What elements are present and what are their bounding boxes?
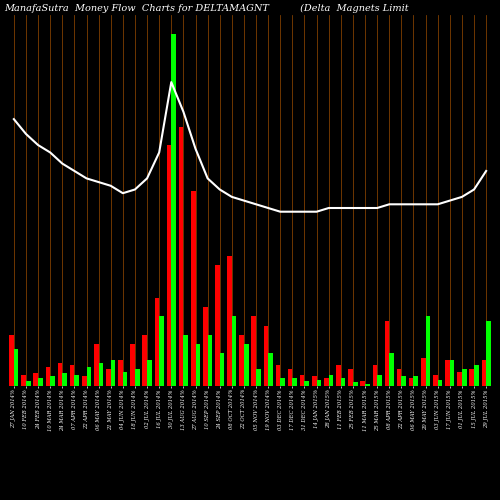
Bar [14, 348, 18, 386]
Bar [252, 316, 256, 386]
Bar [227, 256, 232, 386]
Bar [62, 373, 67, 386]
Bar [450, 360, 454, 386]
Bar [280, 378, 285, 386]
Bar [316, 380, 321, 386]
Bar [34, 373, 38, 386]
Bar [462, 369, 466, 386]
Bar [426, 316, 430, 386]
Bar [191, 192, 196, 386]
Bar [414, 376, 418, 386]
Bar [98, 362, 103, 386]
Bar [244, 344, 248, 386]
Bar [220, 354, 224, 386]
Bar [86, 367, 91, 386]
Bar [300, 374, 304, 386]
Bar [304, 381, 309, 386]
Bar [179, 126, 184, 386]
Bar [341, 378, 345, 386]
Bar [70, 366, 74, 386]
Bar [421, 358, 426, 386]
Bar [402, 376, 406, 386]
Bar [147, 360, 152, 386]
Bar [10, 335, 14, 386]
Bar [445, 360, 450, 386]
Bar [184, 335, 188, 386]
Bar [474, 366, 478, 386]
Bar [292, 378, 297, 386]
Bar [74, 374, 79, 386]
Bar [328, 374, 334, 386]
Bar [82, 376, 86, 386]
Bar [159, 316, 164, 386]
Bar [118, 360, 123, 386]
Bar [312, 376, 316, 386]
Bar [256, 369, 260, 386]
Bar [433, 374, 438, 386]
Bar [130, 344, 135, 386]
Bar [348, 369, 353, 386]
Bar [110, 360, 116, 386]
Bar [196, 344, 200, 386]
Bar [215, 266, 220, 386]
Bar [38, 378, 42, 386]
Bar [276, 366, 280, 386]
Bar [22, 374, 26, 386]
Bar [409, 378, 414, 386]
Bar [208, 335, 212, 386]
Bar [458, 372, 462, 386]
Bar [384, 321, 390, 386]
Bar [324, 378, 328, 386]
Text: ManafaSutra  Money Flow  Charts for DELTAMAGNT          (Delta  Magnets Limit: ManafaSutra Money Flow Charts for DELTAM… [4, 4, 409, 14]
Bar [390, 354, 394, 386]
Bar [50, 376, 55, 386]
Bar [166, 145, 172, 386]
Bar [264, 326, 268, 386]
Bar [123, 372, 128, 386]
Bar [94, 344, 98, 386]
Bar [438, 380, 442, 386]
Bar [365, 384, 370, 386]
Bar [470, 369, 474, 386]
Bar [142, 335, 147, 386]
Bar [203, 307, 207, 386]
Bar [268, 354, 273, 386]
Bar [360, 381, 365, 386]
Bar [135, 369, 140, 386]
Bar [58, 362, 62, 386]
Bar [336, 366, 341, 386]
Bar [353, 382, 358, 386]
Bar [26, 381, 30, 386]
Bar [372, 366, 377, 386]
Bar [486, 321, 490, 386]
Bar [154, 298, 159, 386]
Bar [288, 369, 292, 386]
Bar [232, 316, 236, 386]
Bar [46, 367, 50, 386]
Bar [240, 335, 244, 386]
Bar [377, 374, 382, 386]
Bar [397, 369, 402, 386]
Bar [106, 369, 110, 386]
Bar [482, 360, 486, 386]
Bar [172, 34, 176, 386]
